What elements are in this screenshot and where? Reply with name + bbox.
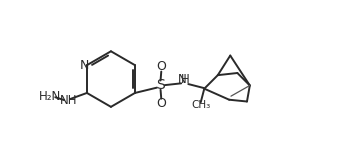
Text: O: O — [156, 60, 166, 73]
Text: S: S — [156, 78, 165, 92]
Text: O: O — [156, 98, 166, 111]
Text: NH: NH — [60, 94, 77, 107]
Text: CH₃: CH₃ — [191, 100, 210, 110]
Text: N: N — [80, 59, 90, 72]
Text: H: H — [181, 73, 190, 86]
Text: N: N — [178, 73, 187, 86]
Text: H₂N: H₂N — [39, 90, 61, 103]
